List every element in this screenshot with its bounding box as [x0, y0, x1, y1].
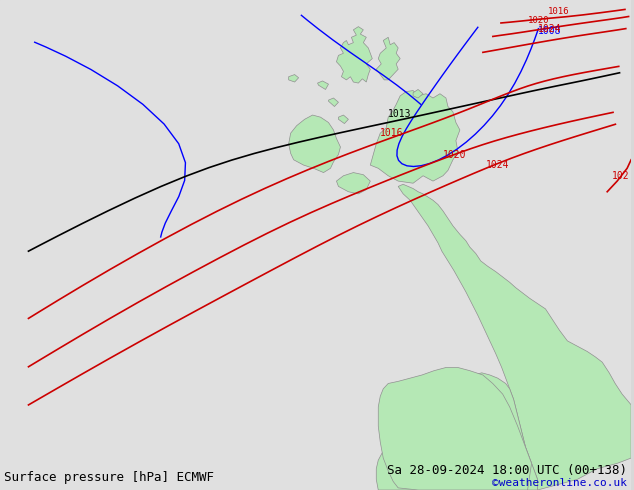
Text: 1016: 1016: [380, 128, 404, 138]
Polygon shape: [378, 368, 531, 490]
Text: 1008: 1008: [538, 26, 561, 36]
Text: ©weatheronline.co.uk: ©weatheronline.co.uk: [492, 478, 627, 488]
Polygon shape: [337, 26, 372, 83]
Text: 1020: 1020: [443, 149, 467, 160]
Text: 102: 102: [612, 171, 630, 181]
Polygon shape: [376, 373, 538, 490]
Polygon shape: [318, 81, 328, 90]
Polygon shape: [398, 184, 631, 490]
Text: 1020: 1020: [527, 17, 549, 25]
Text: Sa 28-09-2024 18:00 UTC (00+138): Sa 28-09-2024 18:00 UTC (00+138): [387, 464, 627, 477]
Polygon shape: [328, 98, 339, 106]
Text: 1024: 1024: [486, 160, 509, 171]
Text: 1016: 1016: [548, 7, 569, 16]
Polygon shape: [413, 90, 423, 98]
Text: 1013: 1013: [388, 109, 411, 119]
Text: Surface pressure [hPa] ECMWF: Surface pressure [hPa] ECMWF: [4, 471, 214, 485]
Polygon shape: [339, 115, 349, 123]
Text: 1024: 1024: [538, 24, 561, 34]
Polygon shape: [376, 37, 400, 80]
Polygon shape: [288, 115, 340, 172]
Polygon shape: [288, 74, 299, 82]
Polygon shape: [370, 91, 460, 183]
Polygon shape: [337, 172, 370, 194]
